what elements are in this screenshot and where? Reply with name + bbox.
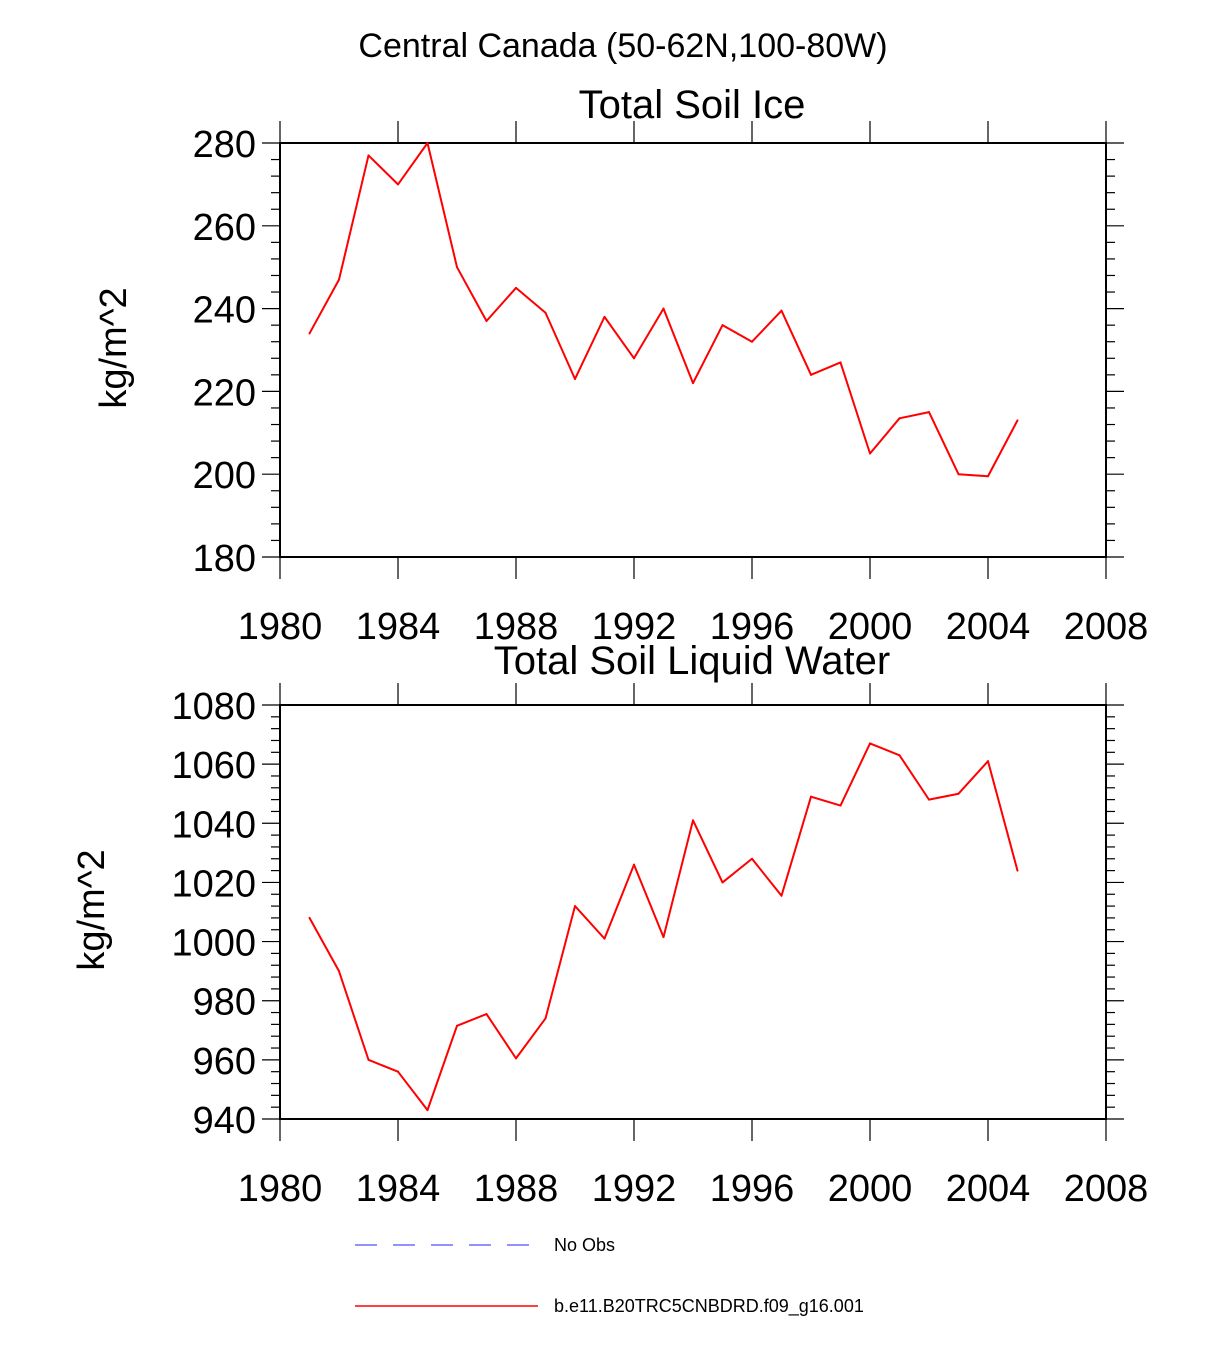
panel-total-soil-ice: Total Soil Ice kg/m^2 180 200 220 240 260 280… xyxy=(93,83,1148,648)
y-axis-label: kg/m^2 xyxy=(71,849,113,970)
data-point xyxy=(662,307,665,310)
data-point xyxy=(574,377,576,380)
panel-title: Total Soil Liquid Water xyxy=(494,639,890,683)
x-tick-label: 1992 xyxy=(592,606,677,648)
data-point xyxy=(633,863,635,866)
x-tick-label: 1984 xyxy=(356,606,441,648)
y-tick-label: 1040 xyxy=(171,804,256,846)
plot-frame xyxy=(279,704,1107,1120)
y-tick-label: 1080 xyxy=(171,686,256,728)
data-point xyxy=(898,417,901,420)
figure-title: Central Canada (50-62N,100-80W) xyxy=(358,27,887,65)
data-point xyxy=(338,278,340,281)
data-point xyxy=(751,857,753,860)
x-tick-label: 1992 xyxy=(592,1168,677,1210)
data-point xyxy=(456,1024,458,1027)
y-tick-label: 940 xyxy=(193,1100,256,1142)
data-point xyxy=(839,361,842,364)
data-point xyxy=(898,754,901,757)
y-tick-label: 960 xyxy=(193,1041,256,1083)
data-point xyxy=(603,937,606,940)
data-point xyxy=(721,881,724,884)
data-point xyxy=(957,473,960,476)
data-point xyxy=(1016,869,1019,872)
x-tick-label: 2000 xyxy=(828,606,913,648)
y-tick-label: 260 xyxy=(193,207,256,249)
series-line xyxy=(308,142,1019,478)
data-point xyxy=(839,804,842,807)
x-tick-label: 2004 xyxy=(946,1168,1031,1210)
y-tick-label: 1060 xyxy=(171,745,256,787)
panel-total-soil-liquid-water: Total Soil Liquid Water kg/m^2 940 960 980… xyxy=(71,639,1148,1210)
x-tick-label: 2008 xyxy=(1064,606,1149,648)
y-tick-label: 1000 xyxy=(171,923,256,965)
y-tick-label: 280 xyxy=(193,124,256,166)
data-point xyxy=(780,894,783,897)
data-point xyxy=(544,311,547,314)
data-point xyxy=(869,742,871,745)
y-tick-label: 180 xyxy=(193,538,256,580)
y-tick-label: 200 xyxy=(193,455,256,497)
data-point xyxy=(574,905,576,908)
data-point xyxy=(633,357,635,360)
y-tick-label: 1020 xyxy=(171,863,256,905)
data-point xyxy=(515,286,517,289)
x-tick-label: 1996 xyxy=(710,606,795,648)
data-point xyxy=(810,373,812,376)
data-point xyxy=(751,340,753,343)
x-tick-label: 2008 xyxy=(1064,1168,1149,1210)
x-tick-label: 2004 xyxy=(946,606,1031,648)
x-tick-label: 1988 xyxy=(474,1168,559,1210)
data-point xyxy=(810,795,812,798)
data-point xyxy=(515,1057,517,1060)
data-point xyxy=(1016,419,1019,422)
legend-label: b.e11.B20TRC5CNBDRD.f09_g16.001 xyxy=(554,1296,864,1317)
data-point xyxy=(662,936,665,939)
y-tick-label: 220 xyxy=(193,372,256,414)
data-point xyxy=(928,411,930,414)
data-point xyxy=(426,1109,429,1112)
x-tick-label: 1984 xyxy=(356,1168,441,1210)
data-point xyxy=(308,916,311,919)
legend-entry-model: b.e11.B20TRC5CNBDRD.f09_g16.001 xyxy=(355,1296,864,1317)
x-tick-label: 1980 xyxy=(238,1168,323,1210)
data-point xyxy=(367,1058,370,1061)
data-point xyxy=(544,1017,547,1020)
data-point xyxy=(397,1070,399,1073)
data-point xyxy=(338,970,340,973)
data-point xyxy=(308,332,311,335)
x-tick-label: 1980 xyxy=(238,606,323,648)
data-point xyxy=(987,475,989,478)
data-point xyxy=(456,266,458,269)
panel-title: Total Soil Ice xyxy=(579,83,806,127)
data-point xyxy=(692,382,694,385)
data-point xyxy=(485,320,488,323)
y-axis-label: kg/m^2 xyxy=(93,287,135,408)
data-point xyxy=(987,760,989,763)
legend-entry-no-obs: No Obs xyxy=(355,1235,615,1255)
y-tick-label: 980 xyxy=(193,982,256,1024)
data-point xyxy=(397,183,399,186)
y-tick-label: 240 xyxy=(193,290,256,332)
x-tick-label: 2000 xyxy=(828,1168,913,1210)
data-point xyxy=(869,452,871,455)
x-tick-label: 1988 xyxy=(474,606,559,648)
series-line xyxy=(308,742,1019,1112)
legend-label: No Obs xyxy=(554,1235,615,1255)
data-point xyxy=(780,309,783,312)
data-point xyxy=(367,154,370,157)
data-point xyxy=(721,324,724,327)
data-point xyxy=(426,142,429,144)
data-point xyxy=(485,1013,488,1016)
data-point xyxy=(603,315,606,318)
legend: No Obs b.e11.B20TRC5CNBDRD.f09_g16.001 xyxy=(355,1235,864,1317)
x-tick-label: 1996 xyxy=(710,1168,795,1210)
data-point xyxy=(928,798,930,801)
data-point xyxy=(692,819,694,822)
plot-frame xyxy=(279,142,1107,558)
data-point xyxy=(957,792,960,795)
